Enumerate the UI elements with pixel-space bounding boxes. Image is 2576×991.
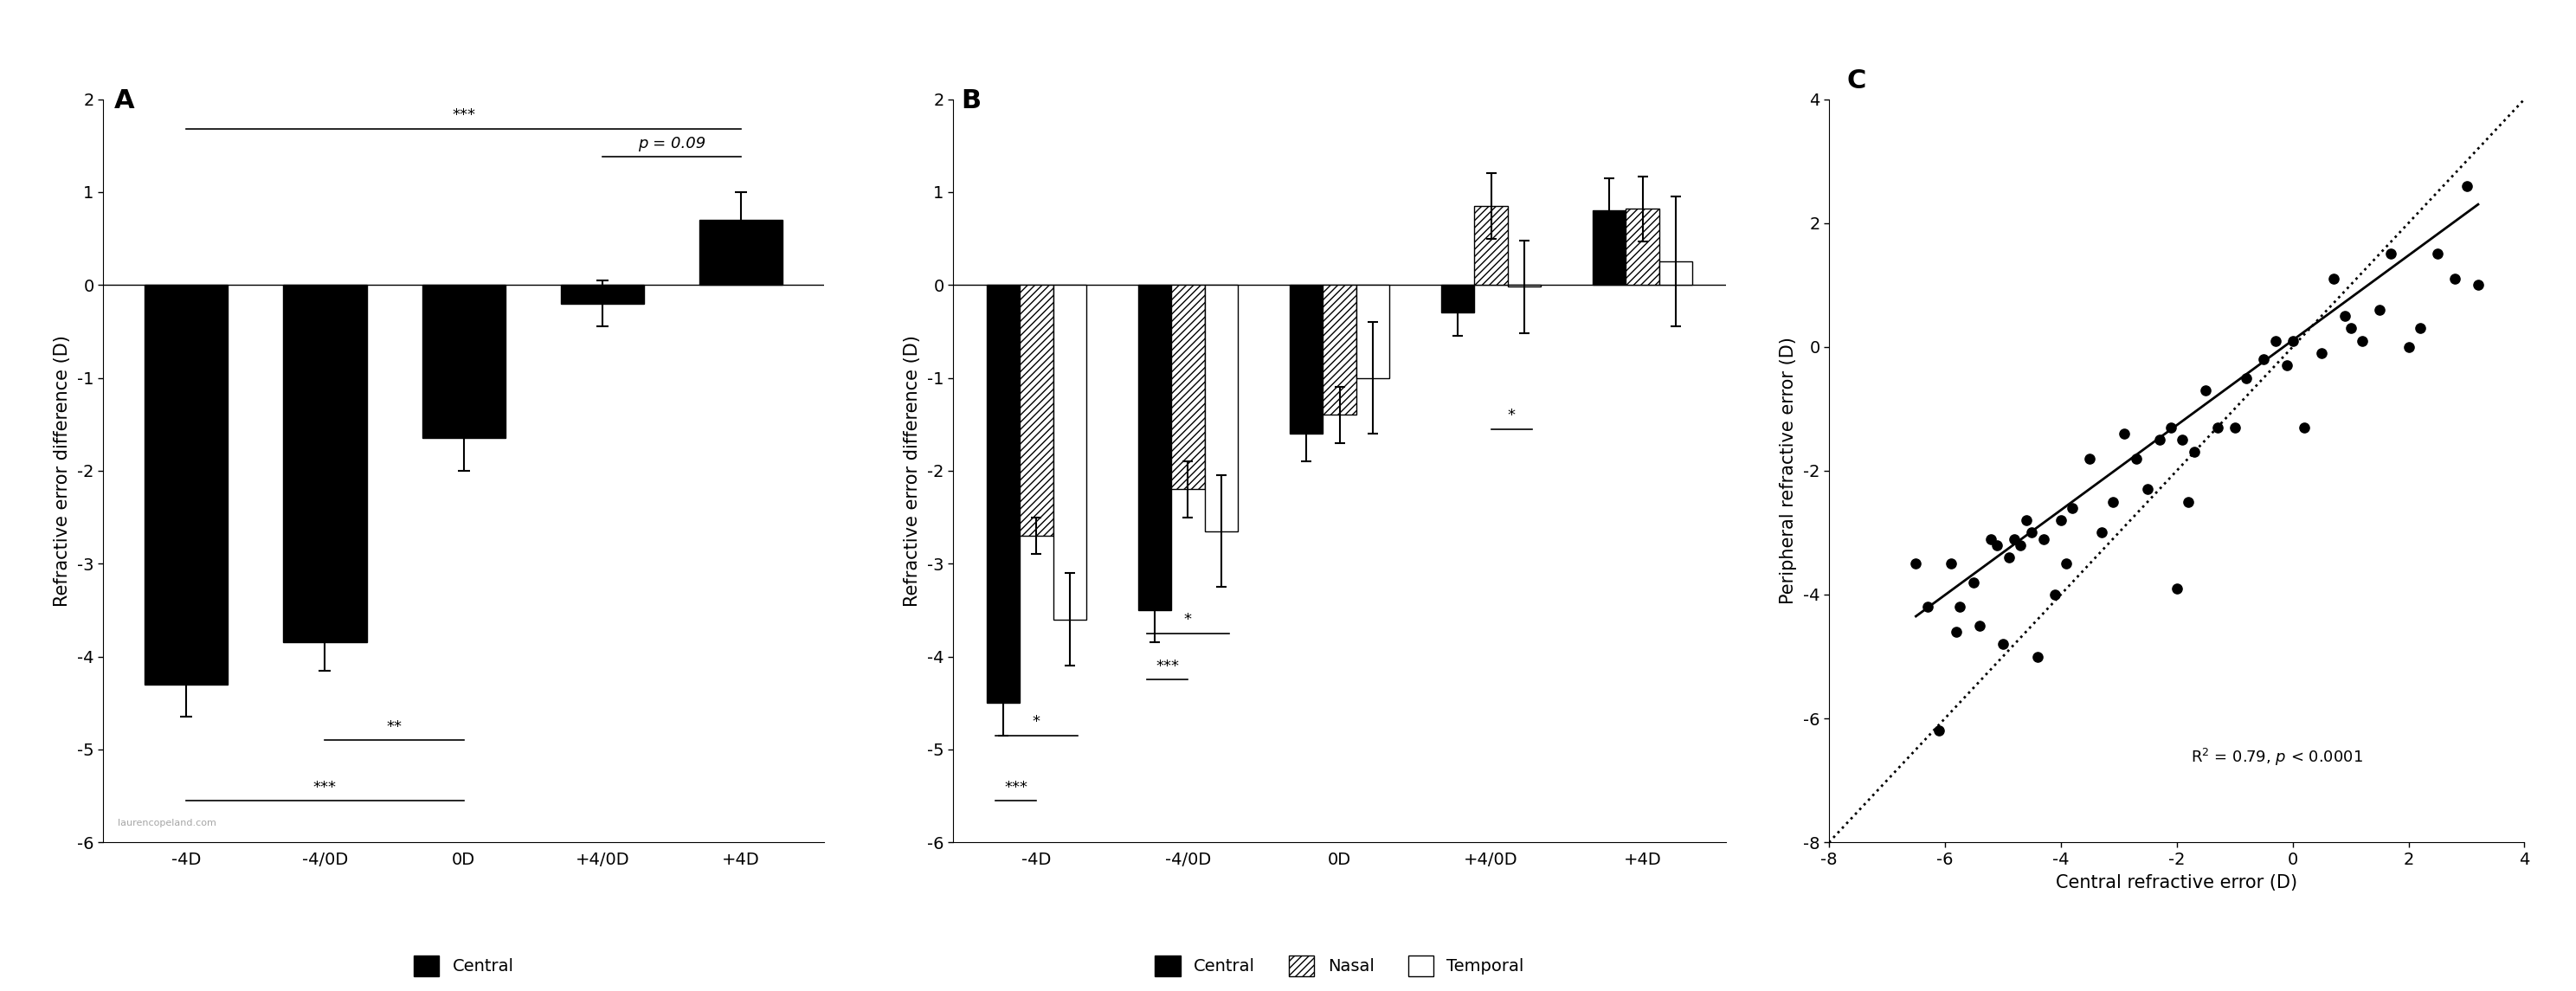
Point [2401,320,2442,336]
Bar [1172,285,1206,490]
Bar [987,285,1020,703]
Point [2360,301,2401,317]
Text: ***: *** [451,108,477,123]
Point [2416,246,2458,262]
Point [2035,587,2076,603]
Point [2458,276,2499,293]
Bar [1659,262,1692,285]
Point [2184,383,2226,398]
Y-axis label: Refractive error difference (D): Refractive error difference (D) [54,335,72,606]
Point [1976,537,2017,553]
Bar [283,285,366,642]
Point [2138,432,2179,448]
Point [1929,556,1971,572]
Bar [1440,285,1473,313]
Point [2004,512,2045,528]
Text: laurencopeland.com: laurencopeland.com [118,819,216,827]
Point [1937,624,1978,640]
Point [2081,525,2123,541]
Bar [1592,211,1625,285]
Point [2069,450,2110,467]
Point [2012,525,2053,541]
Point [1994,531,2035,547]
Point [2331,320,2372,336]
Text: R$^2$ = 0.79, $p$ < 0.0001: R$^2$ = 0.79, $p$ < 0.0001 [2190,747,2362,768]
Text: B: B [961,88,981,113]
Bar [1507,285,1540,286]
Text: *: * [1507,407,1515,423]
Bar [1324,285,1355,415]
Point [2267,358,2308,374]
Point [2161,432,2202,448]
Point [2017,648,2058,664]
Point [2342,333,2383,349]
Point [2169,494,2210,509]
Bar [1355,285,1388,378]
Point [1971,531,2012,547]
Text: ***: *** [1157,659,1180,674]
Point [2324,308,2365,324]
Point [2092,494,2133,509]
Text: A: A [113,88,134,113]
Bar [1054,285,1087,619]
Legend: Central: Central [407,948,520,983]
Text: C: C [1847,68,1865,93]
X-axis label: Central refractive error (D): Central refractive error (D) [2056,874,2298,891]
Bar [144,285,227,685]
Bar [1020,285,1054,536]
Point [2272,333,2313,349]
Legend: Central, Nasal, Temporal: Central, Nasal, Temporal [1149,948,1530,983]
Point [2300,345,2342,361]
Point [2151,419,2192,435]
Point [1989,549,2030,565]
Point [2045,556,2087,572]
Point [2254,333,2295,349]
Point [2053,499,2094,515]
Point [1906,599,1947,614]
Point [2105,426,2146,442]
Bar [1139,285,1172,610]
Point [2447,178,2488,194]
Point [2022,531,2063,547]
Bar [1473,206,1507,285]
Y-axis label: Refractive error difference (D): Refractive error difference (D) [904,335,922,606]
Point [2115,450,2156,467]
Point [1960,617,2002,633]
Point [2434,271,2476,286]
Point [1999,537,2040,553]
Bar [701,220,783,285]
Text: *: * [1185,612,1193,627]
Point [2128,482,2169,497]
Text: p = 0.09: p = 0.09 [639,136,706,151]
Point [1919,723,1960,739]
Point [2370,246,2411,262]
Point [2388,339,2429,355]
Bar [422,285,505,438]
Point [2215,419,2257,435]
Text: **: ** [386,719,402,734]
Y-axis label: Peripheral refractive error (D): Peripheral refractive error (D) [1780,337,1798,605]
Text: ***: *** [1005,779,1028,795]
Point [2156,581,2197,597]
Point [1984,636,2025,652]
Point [2244,351,2285,367]
Point [1896,556,1937,572]
Point [2282,419,2324,435]
Bar [1206,285,1239,531]
Bar [562,285,644,303]
Point [2313,271,2354,286]
Point [1953,574,1994,590]
Point [2197,419,2239,435]
Point [2226,370,2267,385]
Point [2040,512,2081,528]
Text: ***: *** [314,779,337,795]
Point [1940,599,1981,614]
Point [2174,444,2215,460]
Bar [1625,209,1659,285]
Bar [1291,285,1324,434]
Text: *: * [1033,715,1041,730]
